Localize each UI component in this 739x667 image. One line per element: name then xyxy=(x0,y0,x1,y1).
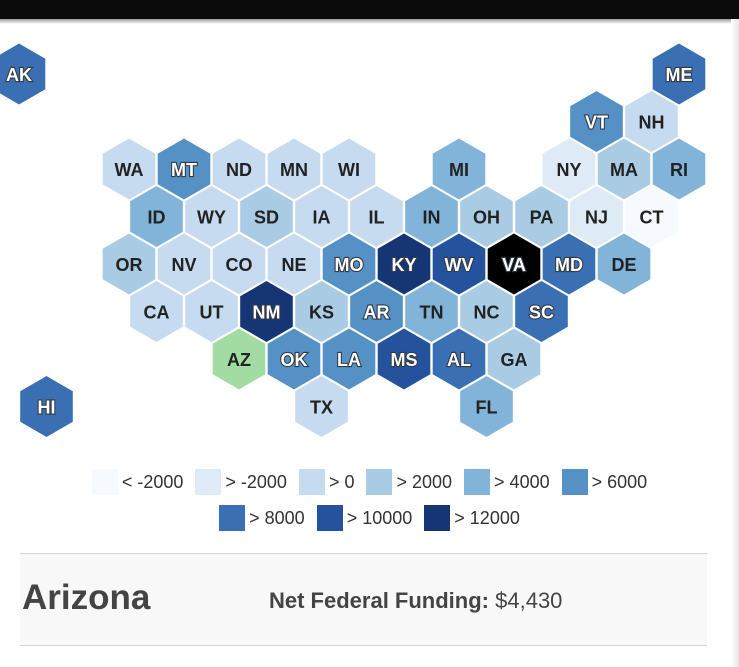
window-right-edge xyxy=(731,19,739,667)
state-hex-shape[interactable] xyxy=(486,232,542,296)
state-hex-shape[interactable] xyxy=(596,137,652,201)
window-top-bar xyxy=(0,0,739,24)
state-hex-shape[interactable] xyxy=(486,327,542,391)
state-hex-shape[interactable] xyxy=(266,232,322,296)
state-hex-shape[interactable] xyxy=(376,232,432,296)
legend-swatch xyxy=(195,469,222,495)
legend-label: > -2000 xyxy=(225,471,287,492)
legend-label: > 10000 xyxy=(346,507,413,528)
state-hex-shape[interactable] xyxy=(129,279,184,344)
state-hex-shape[interactable] xyxy=(376,327,432,391)
state-hex-shape[interactable] xyxy=(624,184,679,249)
state-hex-shape[interactable] xyxy=(459,184,514,249)
legend-label: > 8000 xyxy=(249,507,305,528)
legend-item[interactable]: > 10000 xyxy=(316,505,413,531)
legend-label: > 12000 xyxy=(454,507,520,528)
state-hex-shape[interactable] xyxy=(156,232,212,296)
state-hex-shape[interactable] xyxy=(184,279,239,344)
state-hex-shape[interactable] xyxy=(431,327,487,391)
state-hex-shape[interactable] xyxy=(569,89,624,154)
state-hex-shape[interactable] xyxy=(431,232,487,296)
state-hex-shape[interactable] xyxy=(404,279,459,344)
state-hex-shape[interactable] xyxy=(0,42,47,106)
legend-item[interactable]: > 0 xyxy=(298,469,355,495)
legend-swatch xyxy=(424,505,451,531)
legend-swatch xyxy=(219,505,246,531)
state-hex-shape[interactable] xyxy=(101,232,157,296)
selected-state-name: Arizona xyxy=(22,578,151,617)
legend-label: > 6000 xyxy=(591,471,648,492)
state-hex-shape[interactable] xyxy=(266,137,322,201)
legend-item[interactable]: > 6000 xyxy=(561,469,648,495)
legend-swatch xyxy=(298,469,325,495)
state-hex-shape[interactable] xyxy=(651,42,707,106)
state-hex-shape[interactable] xyxy=(184,184,239,249)
legend-item[interactable]: > 8000 xyxy=(219,505,305,531)
state-hex-shape[interactable] xyxy=(541,232,597,296)
state-hex-shape[interactable] xyxy=(459,279,514,344)
state-hex-shape[interactable] xyxy=(459,374,514,439)
legend-swatch xyxy=(366,469,393,495)
legend-swatch xyxy=(91,469,118,495)
legend-item[interactable]: > 2000 xyxy=(366,469,452,495)
legend-swatch xyxy=(561,469,588,495)
state-hex-shape[interactable] xyxy=(349,184,404,249)
state-hex-shape[interactable] xyxy=(514,184,569,249)
state-hex-shape[interactable] xyxy=(19,374,74,439)
state-hex-shape[interactable] xyxy=(294,374,349,439)
state-hex-shape[interactable] xyxy=(156,137,212,201)
legend-label: > 2000 xyxy=(396,471,453,492)
state-hex-shape[interactable] xyxy=(514,279,569,344)
state-hex-shape[interactable] xyxy=(211,327,267,391)
state-hex-shape[interactable] xyxy=(239,184,294,249)
state-hex-shape[interactable] xyxy=(266,327,322,391)
state-hex-hi[interactable]: HI xyxy=(19,374,74,439)
legend-item[interactable]: > 12000 xyxy=(424,505,520,531)
state-hex-shape[interactable] xyxy=(129,184,184,249)
state-hex-ak[interactable]: AK xyxy=(0,42,47,106)
net-federal-funding: Net Federal Funding: $4,430 xyxy=(269,588,562,614)
state-hex-shape[interactable] xyxy=(596,232,652,296)
state-hex-shape[interactable] xyxy=(624,89,679,154)
state-hex-shape[interactable] xyxy=(239,279,294,344)
state-hex-shape[interactable] xyxy=(541,137,597,201)
legend-row-2: > 8000 > 10000 > 12000 xyxy=(0,505,739,531)
state-hex-shape[interactable] xyxy=(321,232,377,296)
legend-item[interactable]: < -2000 xyxy=(91,469,184,495)
legend-label: > 0 xyxy=(328,471,355,492)
state-hex-shape[interactable] xyxy=(651,137,707,201)
state-hex-shape[interactable] xyxy=(569,184,624,249)
state-hex-shape[interactable] xyxy=(349,279,404,344)
state-hex-shape[interactable] xyxy=(211,232,267,296)
legend-swatch xyxy=(464,469,491,495)
state-hex-shape[interactable] xyxy=(321,327,377,391)
state-info-panel: Arizona Net Federal Funding: $4,430 xyxy=(20,553,707,646)
state-hex-shape[interactable] xyxy=(211,137,267,201)
state-hex-shape[interactable] xyxy=(294,279,349,344)
funding-label: Net Federal Funding: xyxy=(269,588,489,613)
state-hex-shape[interactable] xyxy=(431,137,487,201)
state-hex-shape[interactable] xyxy=(101,137,157,201)
legend-label: < -2000 xyxy=(121,471,184,492)
legend-label: > 4000 xyxy=(494,471,550,492)
legend-row-1: < -2000 > -2000 > 0 > 2000 > 4000 > 6000 xyxy=(0,469,739,495)
legend-item[interactable]: > -2000 xyxy=(195,469,287,495)
state-hex-shape[interactable] xyxy=(321,137,377,201)
legend-swatch xyxy=(316,505,343,531)
legend-item[interactable]: > 4000 xyxy=(464,469,550,495)
state-hex-shape[interactable] xyxy=(404,184,459,249)
funding-value: $4,430 xyxy=(495,588,563,613)
state-hex-shape[interactable] xyxy=(294,184,349,249)
